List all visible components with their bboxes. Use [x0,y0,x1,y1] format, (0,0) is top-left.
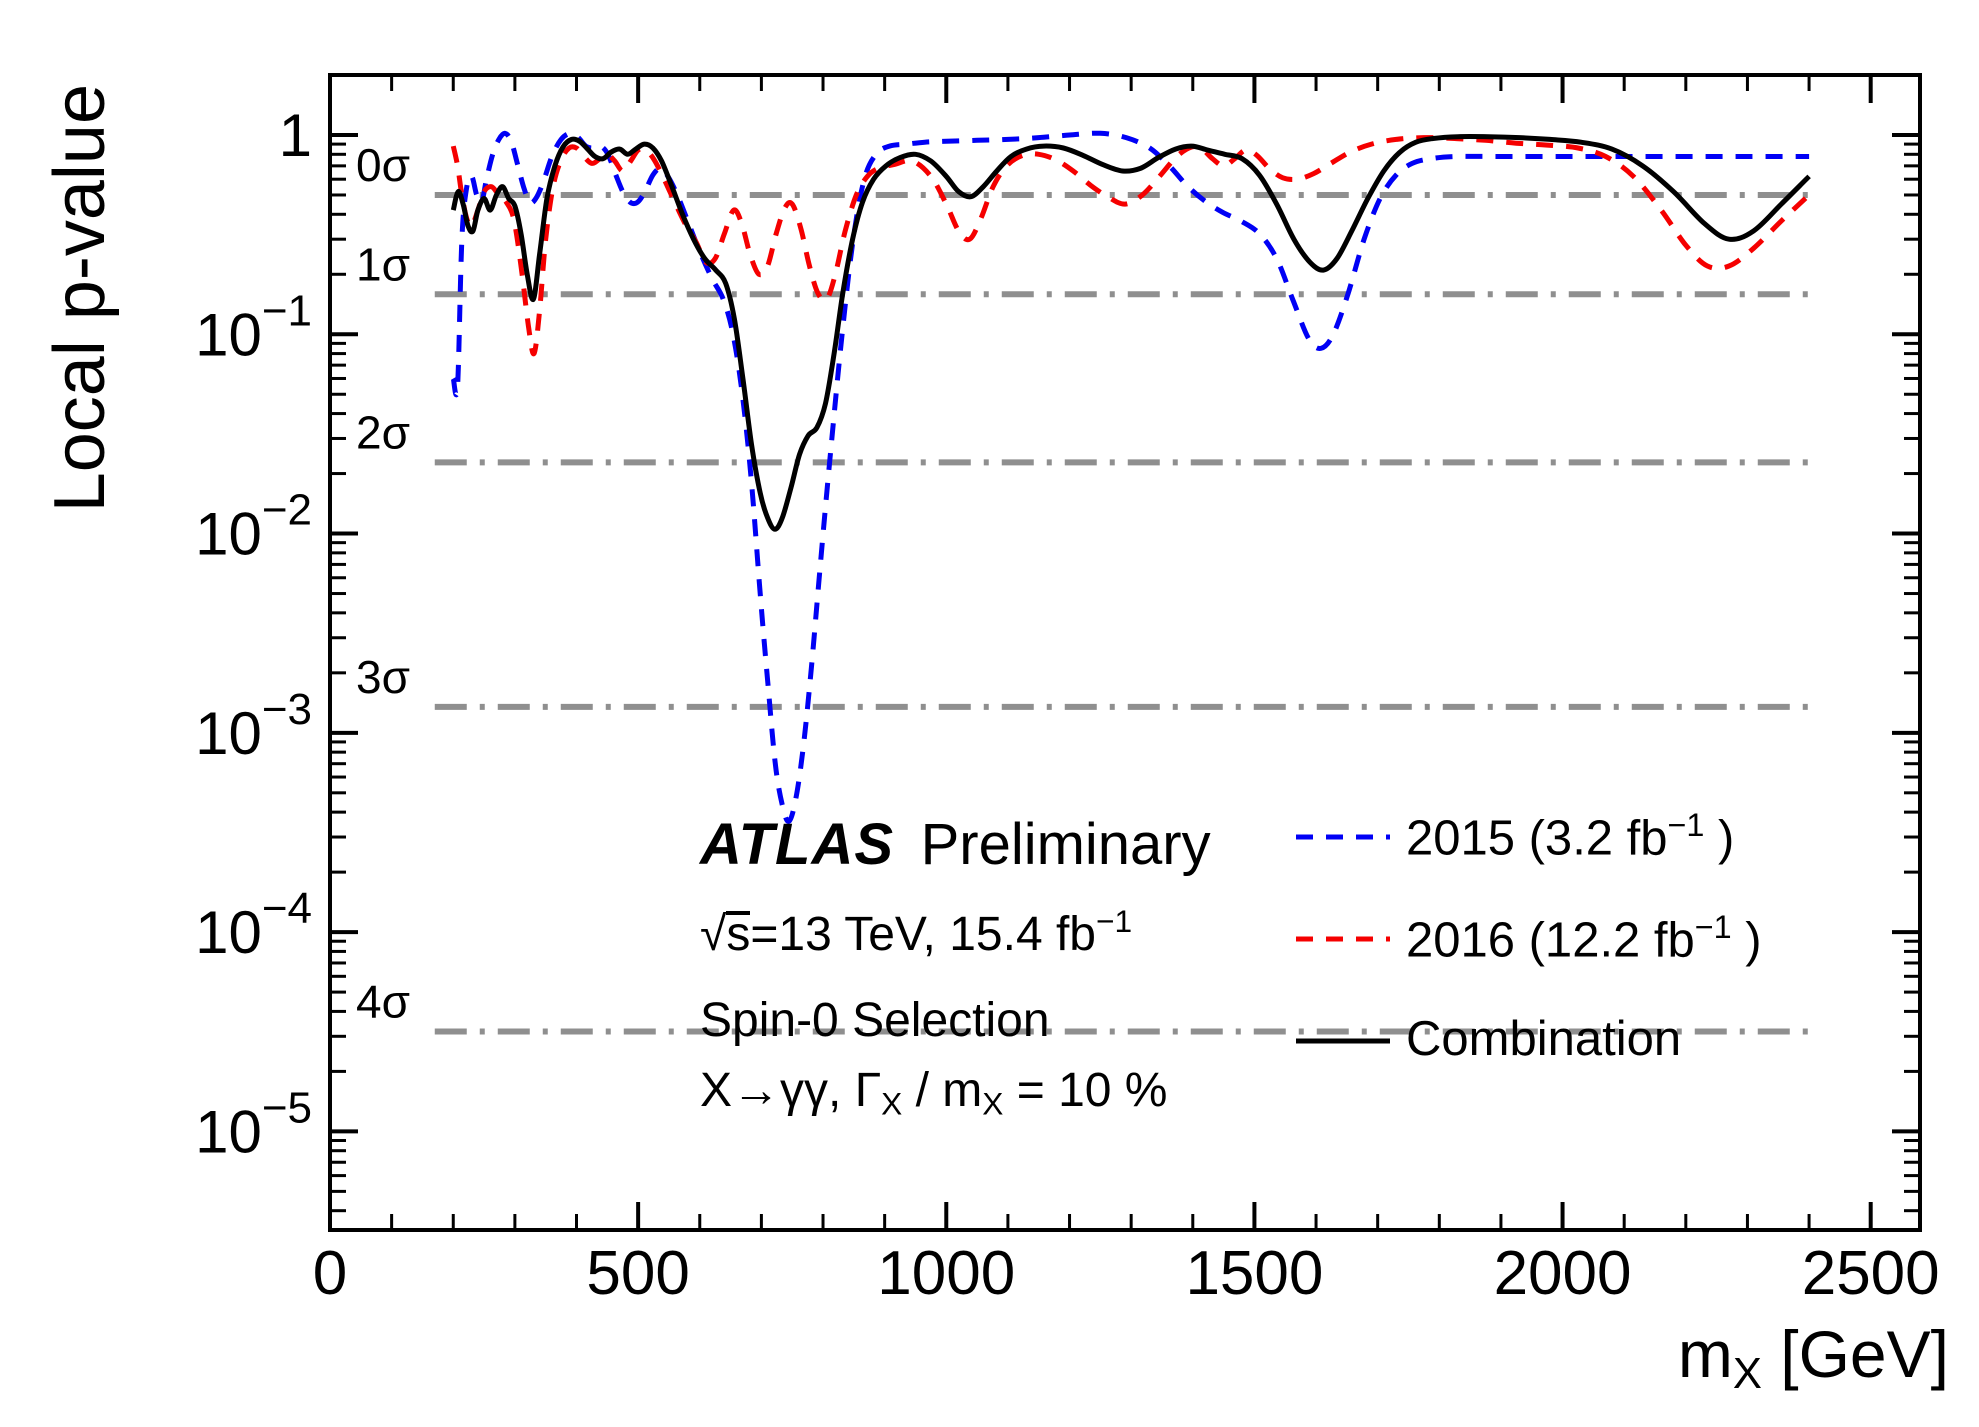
y-tick-label: 10−4 [195,884,312,966]
sigma-label: 1σ [356,238,410,290]
y-tick-label: 10−2 [195,486,312,568]
svg-text:0: 0 [313,1239,347,1308]
svg-text:2000: 2000 [1494,1239,1632,1308]
sigma-label: 0σ [356,139,410,191]
sigma-label: 4σ [356,976,410,1028]
svg-text:2500: 2500 [1802,1239,1940,1308]
series-curve [450,134,1811,532]
y-tick-label: 10−3 [195,685,312,767]
y-tick-label: 1 [279,102,312,169]
series-curve [450,135,1811,357]
svg-text:500: 500 [586,1239,689,1308]
sigma-label: 2σ [356,406,410,458]
legend-line-samples [1296,834,1390,1044]
axes-frame-and-ticks: 0 500 1000 1500 2000 2500 1 10−1 10−2 10−3 10−4 10−… [195,73,1940,1308]
y-tick-label: 10−1 [195,286,312,368]
series-curve [450,130,1810,824]
svg-text:1000: 1000 [877,1239,1015,1308]
y-tick-label: 10−5 [195,1083,312,1165]
pvalue-curves [450,130,1811,824]
y-axis-title: Local p-value [40,84,120,512]
svg-text:1500: 1500 [1185,1239,1323,1308]
sigma-reference-lines: 0σ 1σ 2σ 3σ 4σ [356,139,1810,1035]
sigma-label: 3σ [356,651,410,703]
